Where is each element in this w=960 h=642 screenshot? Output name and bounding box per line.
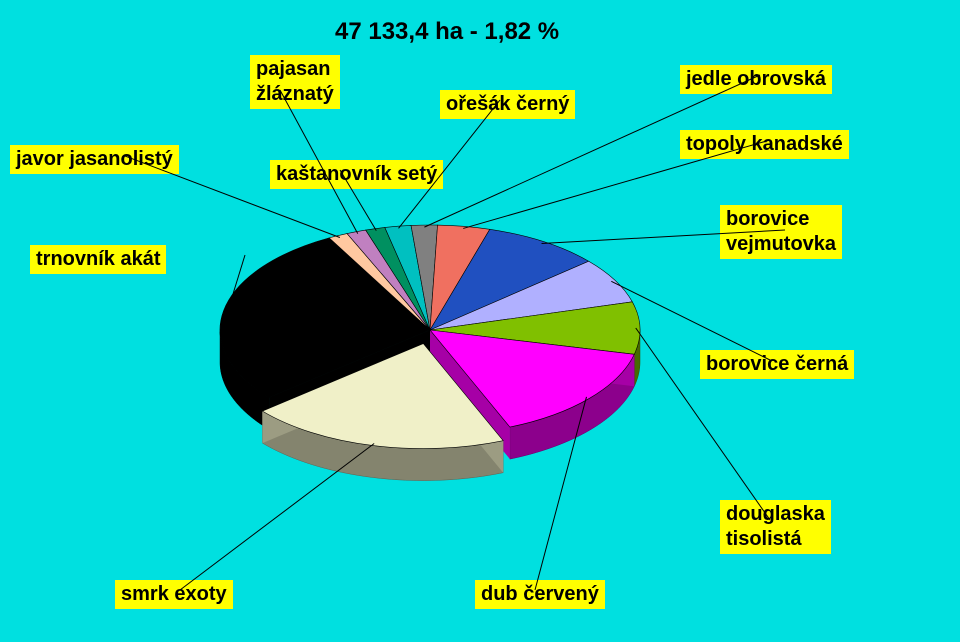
pie-chart <box>0 0 960 642</box>
